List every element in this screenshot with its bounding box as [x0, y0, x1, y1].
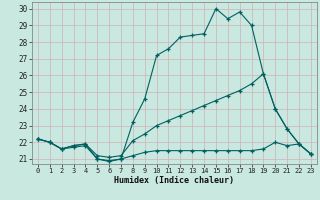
X-axis label: Humidex (Indice chaleur): Humidex (Indice chaleur) — [115, 176, 234, 185]
